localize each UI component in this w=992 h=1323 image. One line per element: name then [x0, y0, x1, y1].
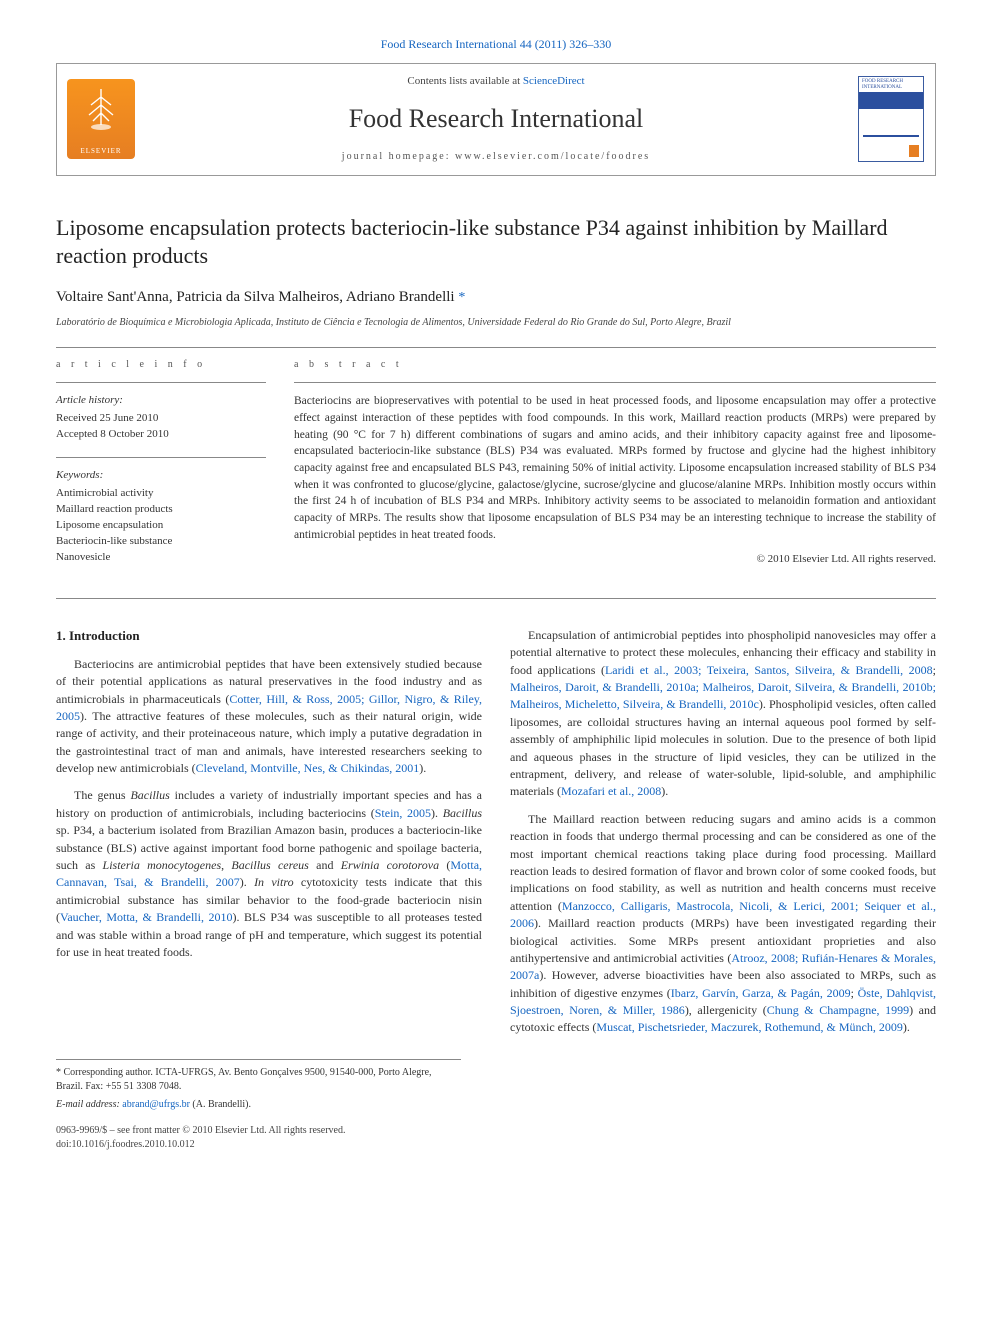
corr-note: * Corresponding author. ICTA-UFRGS, Av. …	[56, 1066, 461, 1094]
para-4: The Maillard reaction between reducing s…	[510, 811, 936, 1037]
homepage-line: journal homepage: www.elsevier.com/locat…	[149, 150, 843, 165]
running-head: Food Research International 44 (2011) 32…	[56, 36, 936, 53]
cite-link[interactable]: Muscat, Pischetsrieder, Maczurek, Rothem…	[596, 1020, 902, 1034]
t: ;	[851, 986, 858, 1000]
para-3: Encapsulation of antimicrobial peptides …	[510, 627, 936, 801]
keyword: Maillard reaction products	[56, 502, 266, 518]
t: Listeria monocytogenes	[103, 858, 222, 872]
cite-link[interactable]: Ibarz, Garvín, Garza, & Pagán, 2009	[671, 986, 851, 1000]
cite-link[interactable]: Vaucher, Motta, & Brandelli, 2010	[60, 910, 232, 924]
rule-top	[56, 347, 936, 348]
article-info: a r t i c l e i n f o Article history: R…	[56, 358, 266, 580]
journal-header: ELSEVIER Contents lists available at Sci…	[56, 63, 936, 175]
article-title: Liposome encapsulation protects bacterio…	[56, 214, 936, 271]
running-head-link[interactable]: Food Research International 44 (2011) 32…	[381, 37, 612, 51]
contents-prefix: Contents lists available at	[407, 75, 522, 87]
rule-abs-1	[294, 382, 936, 383]
email-link[interactable]: abrand@ufrgs.br	[122, 1099, 190, 1110]
affiliation: Laboratório de Bioquímica e Microbiologi…	[56, 316, 936, 331]
para-2: The genus Bacillus includes a variety of…	[56, 787, 482, 961]
t: ).	[419, 761, 426, 775]
doi: doi:10.1016/j.foodres.2010.10.012	[56, 1138, 936, 1153]
keyword: Liposome encapsulation	[56, 518, 266, 534]
t: (	[439, 858, 450, 872]
doi-block: 0963-9969/$ – see front matter © 2010 El…	[56, 1124, 936, 1153]
authors: Voltaire Sant'Anna, Patricia da Silva Ma…	[56, 287, 936, 309]
author-list: Voltaire Sant'Anna, Patricia da Silva Ma…	[56, 289, 455, 305]
t: Bacillus cereus	[231, 858, 308, 872]
abstract-copyright: © 2010 Elsevier Ltd. All rights reserved…	[294, 552, 936, 568]
rule-info-2	[56, 457, 266, 458]
cite-link[interactable]: Cleveland, Montville, Nes, & Chikindas, …	[196, 761, 420, 775]
elsevier-logo: ELSEVIER	[67, 79, 135, 159]
journal-cover-icon: FOOD RESEARCH INTERNATIONAL	[858, 76, 924, 162]
homepage-label: journal homepage:	[342, 151, 455, 162]
keyword: Nanovesicle	[56, 550, 266, 566]
t: ).	[903, 1020, 910, 1034]
keyword: Antimicrobial activity	[56, 486, 266, 502]
para-1: Bacteriocins are antimicrobial peptides …	[56, 656, 482, 778]
corr-mark: *	[458, 290, 465, 305]
t: ).	[661, 784, 668, 798]
keyword: Bacteriocin-like substance	[56, 534, 266, 550]
keywords-block: Keywords: Antimicrobial activity Maillar…	[56, 468, 266, 566]
abstract-heading: a b s t r a c t	[294, 358, 936, 373]
keywords-label: Keywords:	[56, 468, 266, 484]
rule-info-1	[56, 382, 266, 383]
cite-link[interactable]: Mozafari et al., 2008	[561, 784, 661, 798]
contents-line: Contents lists available at ScienceDirec…	[149, 74, 843, 90]
t: ;	[933, 663, 936, 677]
footnote-rule	[56, 1059, 461, 1060]
abstract: a b s t r a c t Bacteriocins are biopres…	[294, 358, 936, 580]
t: ).	[431, 806, 443, 820]
t: Erwinia corotorova	[341, 858, 439, 872]
front-matter: 0963-9969/$ – see front matter © 2010 El…	[56, 1124, 936, 1139]
t: ).	[240, 875, 254, 889]
history-block: Article history: Received 25 June 2010 A…	[56, 393, 266, 443]
t: The genus	[74, 788, 130, 802]
body-columns: 1. Introduction Bacteriocins are antimic…	[56, 627, 936, 1037]
cite-link[interactable]: Laridi et al., 2003; Teixeira, Santos, S…	[605, 663, 933, 677]
rule-bottom	[56, 598, 936, 599]
cover-label: FOOD RESEARCH INTERNATIONAL	[862, 79, 923, 90]
cite-link[interactable]: Stein, 2005	[375, 806, 431, 820]
email-line: E-mail address: abrand@ufrgs.br (A. Bran…	[56, 1098, 461, 1112]
accepted-line: Accepted 8 October 2010	[56, 427, 266, 443]
history-label: Article history:	[56, 393, 266, 409]
abstract-text: Bacteriocins are biopreservatives with p…	[294, 393, 936, 543]
article-info-heading: a r t i c l e i n f o	[56, 358, 266, 373]
info-abstract-row: a r t i c l e i n f o Article history: R…	[56, 358, 936, 580]
footnotes: * Corresponding author. ICTA-UFRGS, Av. …	[56, 1066, 461, 1112]
t: ), allergenicity (	[685, 1003, 767, 1017]
t: and	[309, 858, 341, 872]
t: In vitro	[254, 875, 294, 889]
tree-icon	[81, 85, 121, 133]
t: The Maillard reaction between reducing s…	[510, 812, 936, 913]
section-heading-intro: 1. Introduction	[56, 627, 482, 646]
t: Bacillus	[443, 806, 482, 820]
t: Bacillus	[130, 788, 169, 802]
homepage-url: www.elsevier.com/locate/foodres	[455, 151, 650, 162]
email-label: E-mail address:	[56, 1099, 122, 1110]
journal-name: Food Research International	[149, 100, 843, 138]
cover-thumb-wrap: FOOD RESEARCH INTERNATIONAL	[847, 64, 935, 174]
received-line: Received 25 June 2010	[56, 411, 266, 427]
sciencedirect-link[interactable]: ScienceDirect	[523, 75, 585, 87]
publisher-name: ELSEVIER	[80, 146, 121, 156]
header-center: Contents lists available at ScienceDirec…	[145, 64, 847, 174]
t: ,	[221, 858, 231, 872]
email-suffix: (A. Brandelli).	[190, 1099, 251, 1110]
publisher-logo-wrap: ELSEVIER	[57, 64, 145, 174]
cite-link[interactable]: Chung & Champagne, 1999	[767, 1003, 909, 1017]
